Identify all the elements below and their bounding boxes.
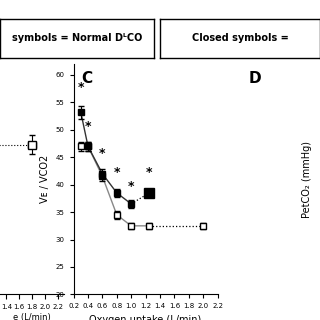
Y-axis label: Vᴇ / VCO2: Vᴇ / VCO2 bbox=[40, 155, 50, 203]
Text: *: * bbox=[128, 180, 134, 193]
Text: *: * bbox=[99, 147, 106, 160]
X-axis label: e (L/min): e (L/min) bbox=[13, 313, 51, 320]
Text: *: * bbox=[114, 166, 120, 179]
X-axis label: Oxygen uptake (L/min): Oxygen uptake (L/min) bbox=[90, 315, 202, 320]
Text: *: * bbox=[77, 81, 84, 94]
Text: *: * bbox=[85, 120, 91, 132]
Text: symbols = Normal DᴸCO: symbols = Normal DᴸCO bbox=[12, 33, 142, 44]
Text: C: C bbox=[81, 71, 92, 86]
Text: Closed symbols =: Closed symbols = bbox=[192, 33, 288, 44]
Text: D: D bbox=[248, 71, 261, 86]
Text: *: * bbox=[146, 166, 152, 179]
Text: PetCO₂ (mmHg): PetCO₂ (mmHg) bbox=[301, 141, 312, 218]
